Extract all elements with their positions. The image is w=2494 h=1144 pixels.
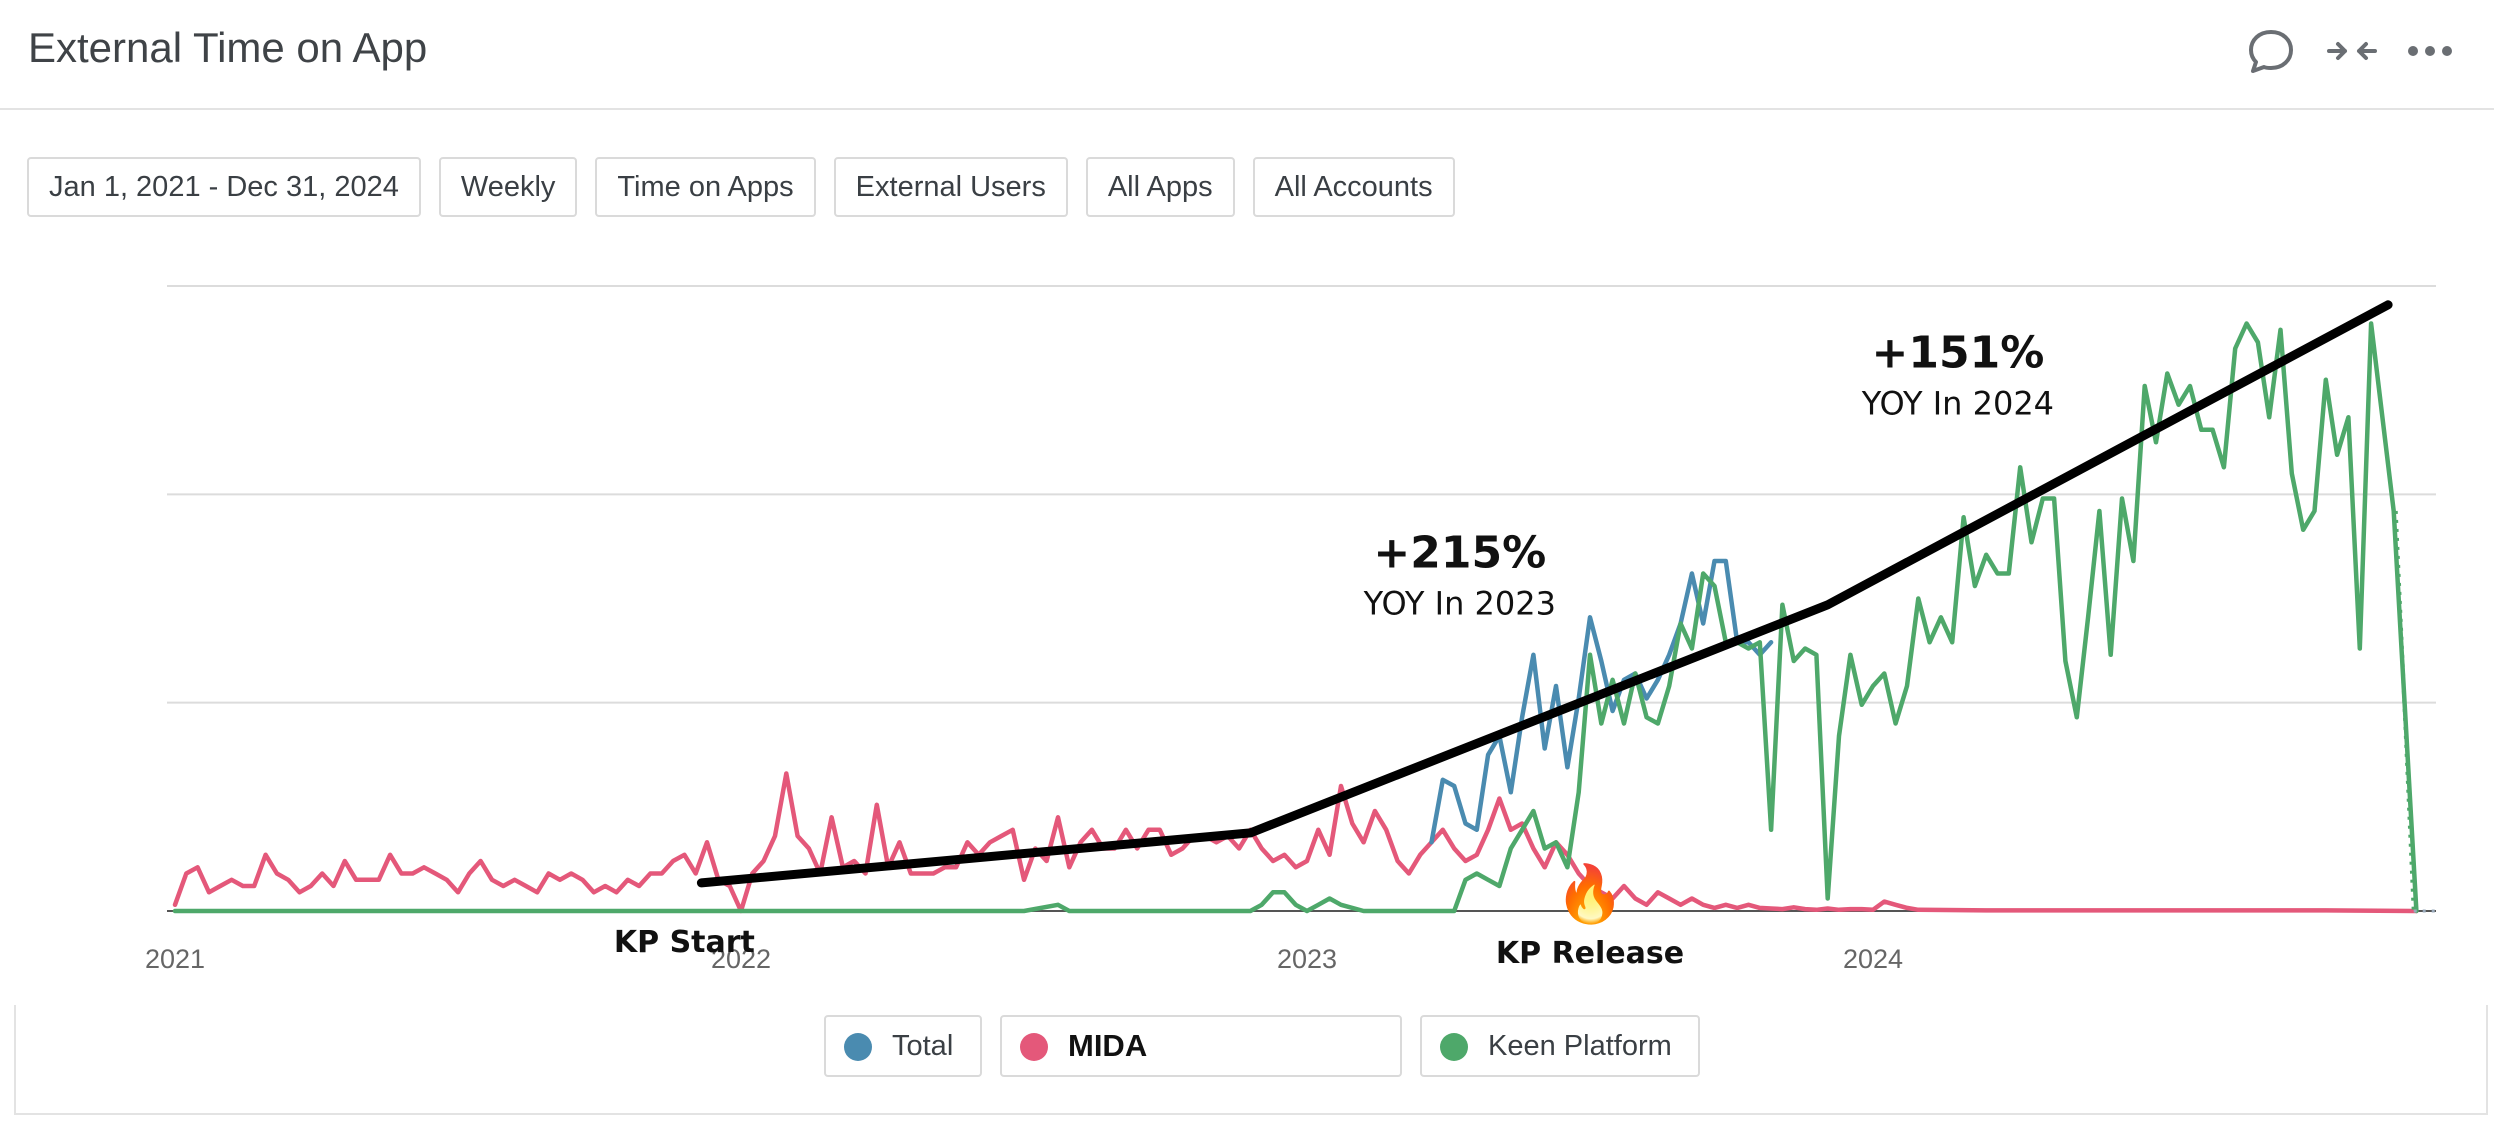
legend-item-total[interactable]: Total [824,1015,982,1077]
page-title: External Time on App [28,24,428,71]
legend-label-keen-platform: Keen Platform [1488,1030,1672,1062]
series-line-total [1429,558,1774,845]
date-range-filter[interactable]: Jan 1, 2021 - Dec 31, 2024 [27,157,421,217]
legend-dot-keen-platform [1440,1033,1468,1061]
x-tick-label: 2023 [1277,944,1337,974]
line-chart: 2021 2022 2023 2024 +215% YOY In 2023 +151% YOY… [145,285,2436,974]
annotation-value-1: +215% [1373,527,1546,578]
legend: Total MIDA Keen Platform [0,1015,2494,1077]
chart-header: External Time on App [0,0,2494,110]
annotation-value-2: +151% [1871,327,2044,378]
annotation-subtitle-1: YOY In 2023 [1363,584,1556,622]
legend-container [14,1005,2488,1115]
granularity-filter[interactable]: Weekly [438,157,578,217]
series-line-keen-platform [172,321,2419,914]
series-projection-keen-platform [2393,510,2416,912]
accounts-filter[interactable]: All Accounts [1252,157,1455,217]
series-line-mida [172,771,2419,914]
legend-item-keen-platform[interactable]: Keen Platform [1420,1015,1700,1077]
x-tick-label: 2021 [145,944,205,974]
legend-label-total: Total [892,1030,954,1062]
apps-filter[interactable]: All Apps [1085,157,1235,217]
more-icon[interactable] [2403,24,2457,78]
metric-filter[interactable]: Time on Apps [595,157,816,217]
x-tick-label: 2022 [711,944,771,974]
legend-item-mida[interactable]: MIDA [1000,1015,1402,1077]
x-tick-label: 2024 [1843,944,1903,974]
event-label-1: KP Start [614,925,755,960]
filter-bar: Jan 1, 2021 - Dec 31, 2024 Weekly Time o… [27,157,1455,217]
fire-icon: 🔥 [1555,862,1625,926]
comment-icon[interactable] [2244,24,2298,78]
event-label-2: KP Release [1496,936,1684,971]
legend-dot-total [844,1033,872,1061]
annotation-subtitle-2: YOY In 2024 [1861,384,2054,422]
legend-label-mida: MIDA [1068,1028,1148,1063]
legend-dot-mida [1020,1033,1048,1061]
user-type-filter[interactable]: External Users [833,157,1068,217]
trend-line [696,300,2393,888]
collapse-icon[interactable] [2325,24,2379,78]
